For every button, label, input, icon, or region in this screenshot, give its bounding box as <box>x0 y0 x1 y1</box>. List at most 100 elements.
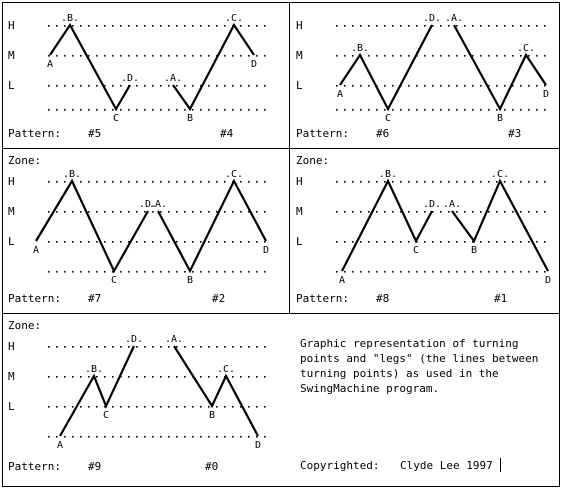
grid-dot <box>64 241 66 243</box>
grid-dot <box>248 85 250 87</box>
dot-grid <box>336 25 546 111</box>
grid-dot <box>392 271 394 273</box>
grid-dot <box>128 109 130 111</box>
grid-dot <box>376 109 378 111</box>
grid-dot <box>264 85 266 87</box>
grid-dot <box>104 376 106 378</box>
grid-dot <box>248 346 250 348</box>
pattern-number-right: #3 <box>508 127 521 140</box>
grid-dot <box>72 55 74 57</box>
grid-dot <box>184 346 186 348</box>
grid-dot <box>208 346 210 348</box>
grid-dot <box>64 109 66 111</box>
grid-dot <box>80 109 82 111</box>
grid-dot <box>504 55 506 57</box>
grid-dot <box>472 109 474 111</box>
grid-dot <box>160 25 162 27</box>
turning-point-c: .C. <box>491 169 509 180</box>
grid-dot <box>264 181 266 183</box>
grid-dot <box>496 25 498 27</box>
grid-dot <box>336 241 338 243</box>
swing-leg-line <box>341 178 433 272</box>
dot-grid <box>48 346 266 438</box>
grid-dot <box>144 241 146 243</box>
grid-dot <box>464 85 466 87</box>
grid-dot <box>240 211 242 213</box>
grid-dot <box>512 271 514 273</box>
turning-point-b: B <box>209 410 215 421</box>
grid-dot <box>248 109 250 111</box>
grid-dot <box>408 241 410 243</box>
grid-dot <box>456 241 458 243</box>
grid-dot <box>256 406 258 408</box>
grid-dot <box>480 85 482 87</box>
grid-dot <box>64 271 66 273</box>
grid-dot <box>480 271 482 273</box>
grid-dot <box>544 271 546 273</box>
grid-dot <box>224 55 226 57</box>
grid-dot <box>440 211 442 213</box>
grid-dot <box>536 241 538 243</box>
grid-dot <box>144 211 146 213</box>
grid-dot <box>104 85 106 87</box>
grid-dot <box>80 211 82 213</box>
grid-dot <box>464 211 466 213</box>
grid-dot <box>240 241 242 243</box>
grid-dot <box>464 241 466 243</box>
turning-point-d: .D. <box>139 199 157 210</box>
grid-dot <box>88 271 90 273</box>
grid-dot <box>472 25 474 27</box>
turning-point-b: B <box>497 113 503 124</box>
grid-dot <box>264 271 266 273</box>
grid-dot <box>128 181 130 183</box>
grid-dot <box>88 109 90 111</box>
turning-point-a: .A. <box>445 13 463 24</box>
grid-dot <box>488 25 490 27</box>
grid-dot <box>240 436 242 438</box>
grid-dot <box>56 406 58 408</box>
grid-dot <box>96 436 98 438</box>
grid-dot <box>176 25 178 27</box>
grid-dot <box>384 85 386 87</box>
turning-point-c: .C. <box>225 13 243 24</box>
grid-dot <box>152 109 154 111</box>
grid-dot <box>248 271 250 273</box>
swing-leg-line <box>35 178 149 274</box>
turning-point-d: .D. <box>121 73 139 84</box>
pattern-number-left: #6 <box>376 127 389 140</box>
grid-dot <box>168 211 170 213</box>
turning-point-d: D <box>251 59 257 70</box>
grid-dot <box>504 109 506 111</box>
turning-point-c: C <box>413 245 419 256</box>
grid-dot <box>136 109 138 111</box>
turning-point-c: .C. <box>225 169 243 180</box>
grid-dot <box>360 241 362 243</box>
grid-dot <box>96 85 98 87</box>
grid-dot <box>336 85 338 87</box>
grid-dot <box>520 109 522 111</box>
grid-dot <box>48 271 50 273</box>
grid-dot <box>496 241 498 243</box>
grid-dot <box>352 55 354 57</box>
grid-dot <box>352 271 354 273</box>
grid-dot <box>200 55 202 57</box>
grid-dot <box>112 109 114 111</box>
grid-dot <box>456 25 458 27</box>
grid-dot <box>56 241 58 243</box>
grid-dot <box>224 346 226 348</box>
grid-dot <box>120 241 122 243</box>
grid-dot <box>48 55 50 57</box>
grid-dot <box>184 85 186 87</box>
grid-dot <box>200 436 202 438</box>
grid-dot <box>536 25 538 27</box>
pattern-panel-5: Zone: H M L Pattern: #9 #0 A .B. C .D. .A. B .C. D <box>8 319 266 473</box>
grid-dot <box>152 346 154 348</box>
grid-dot <box>424 271 426 273</box>
grid-dot <box>504 25 506 27</box>
turning-point-c: .C. <box>517 43 535 54</box>
swing-leg-line <box>173 345 259 437</box>
grid-dot <box>440 271 442 273</box>
grid-dot <box>112 436 114 438</box>
grid-dot <box>360 271 362 273</box>
grid-dot <box>232 109 234 111</box>
